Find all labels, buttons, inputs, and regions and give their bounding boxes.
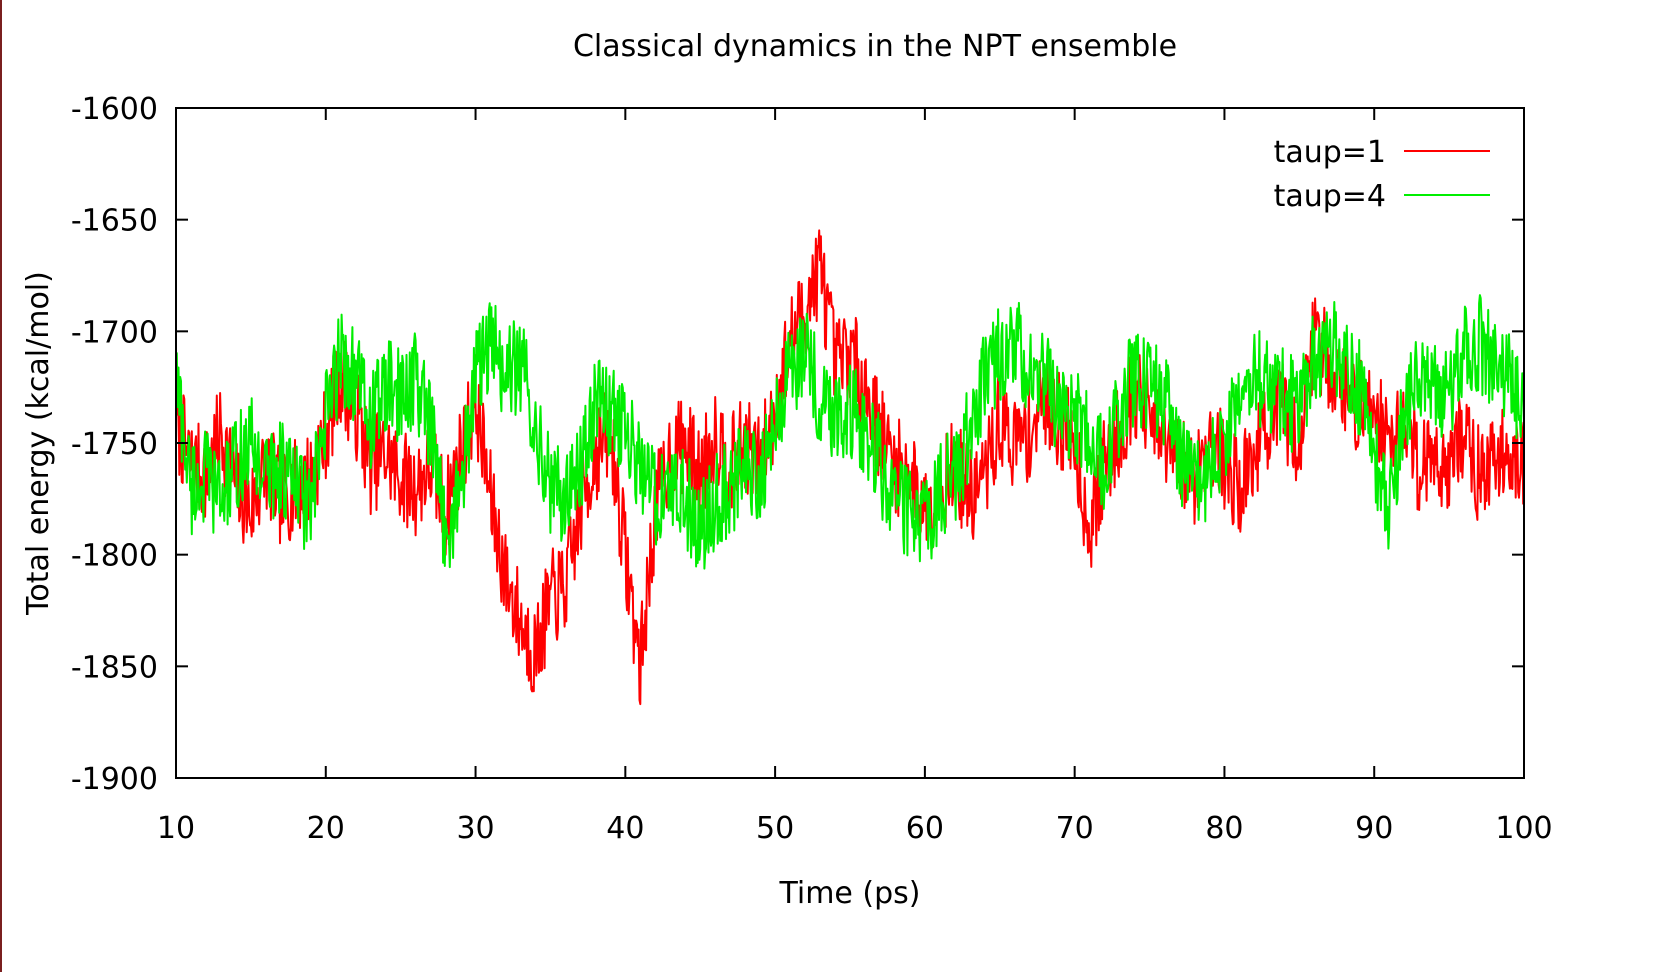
- x-tick-label: 50: [756, 811, 794, 846]
- axis-tick-labels: 10 20 30 40 50 60 70 80 90 100 -1600 -1650 -1700 -175…: [71, 92, 1553, 846]
- series-layer: [175, 229, 1525, 706]
- x-tick-label: 100: [1495, 811, 1552, 846]
- chart-title: Classical dynamics in the NPT ensemble: [573, 29, 1177, 64]
- y-tick-label: -1800: [71, 539, 158, 574]
- x-tick-label: 20: [307, 811, 345, 846]
- legend-label: taup=4: [1274, 179, 1386, 214]
- series-line-taup=4: [175, 294, 1525, 570]
- y-tick-label: -1600: [71, 92, 158, 127]
- x-tick-label: 60: [906, 811, 944, 846]
- series-line-taup=1: [175, 229, 1525, 706]
- x-tick-label: 40: [606, 811, 644, 846]
- y-tick-label: -1700: [71, 315, 158, 350]
- x-tick-label: 30: [456, 811, 494, 846]
- y-tick-label: -1850: [71, 650, 158, 685]
- y-tick-label: -1650: [71, 204, 158, 239]
- x-tick-label: 70: [1056, 811, 1094, 846]
- legend: taup=1 taup=4: [1274, 135, 1490, 214]
- x-tick-label: 10: [157, 811, 195, 846]
- y-tick-label: -1900: [71, 762, 158, 797]
- y-tick-label: -1750: [71, 427, 158, 462]
- x-axis-label: Time (ps): [778, 876, 920, 911]
- window-edge: [0, 0, 2, 972]
- y-axis-label: Total energy (kcal/mol): [21, 271, 56, 616]
- legend-label: taup=1: [1274, 135, 1386, 170]
- x-tick-label: 90: [1355, 811, 1393, 846]
- x-tick-label: 80: [1205, 811, 1243, 846]
- axis-ticks: [175, 107, 1525, 779]
